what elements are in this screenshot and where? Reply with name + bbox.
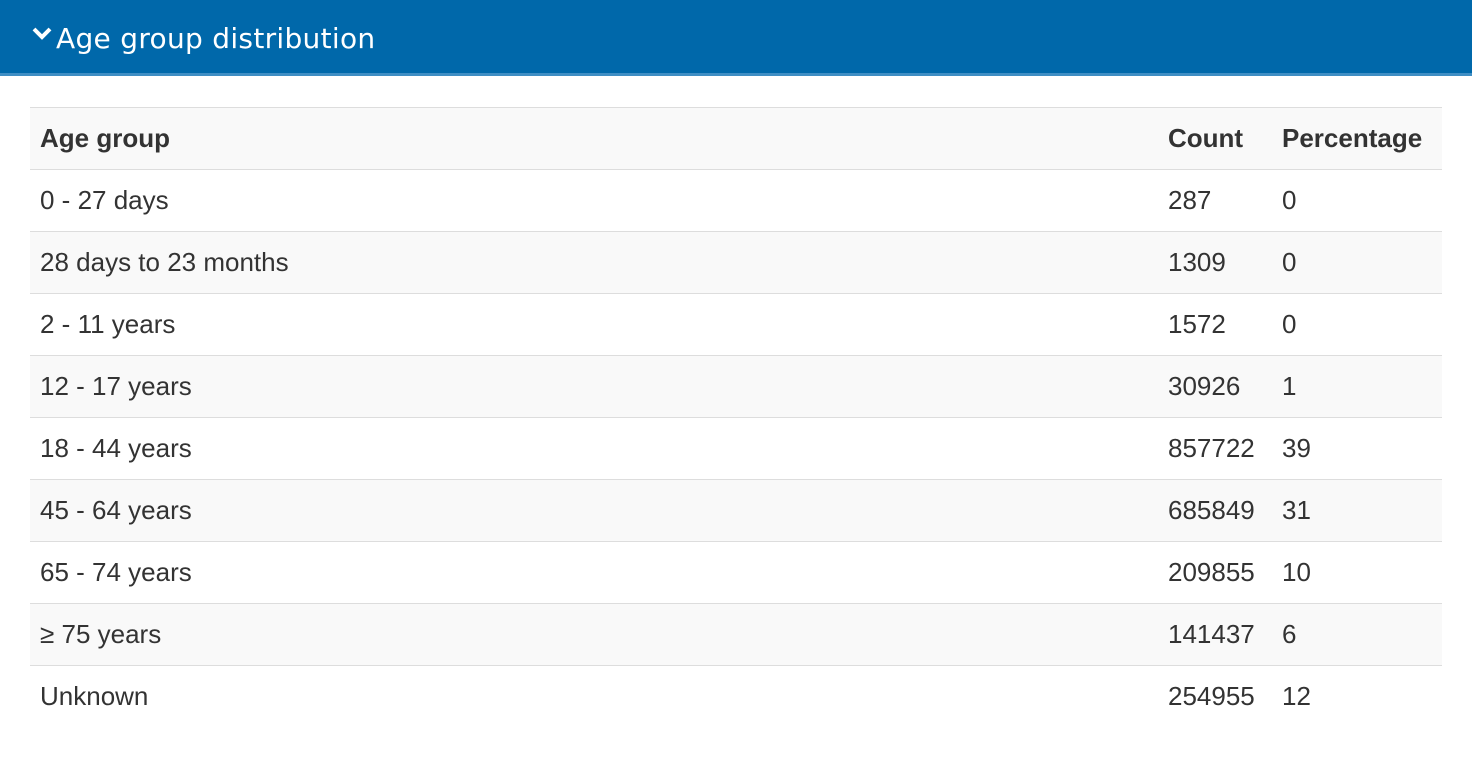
table-body: 0 - 27 days 287 0 28 days to 23 months 1309 0… xyxy=(30,169,1442,727)
table-row: 12 - 17 years 30926 1 xyxy=(30,355,1442,418)
table-cell: 254955 xyxy=(1158,665,1272,727)
table-cell: 18 - 44 years xyxy=(30,417,1158,480)
panel-header[interactable]: Age group distribution xyxy=(0,0,1472,76)
table-cell: 685849 xyxy=(1158,479,1272,542)
table-cell: 0 xyxy=(1272,169,1442,232)
table-cell: 1 xyxy=(1272,355,1442,418)
table-cell: 209855 xyxy=(1158,541,1272,604)
table-cell: 287 xyxy=(1158,169,1272,232)
table-row: ≥ 75 years 141437 6 xyxy=(30,603,1442,666)
table-cell: 28 days to 23 months xyxy=(30,231,1158,294)
table-row: Unknown 254955 12 xyxy=(30,665,1442,727)
table-row: 0 - 27 days 287 0 xyxy=(30,169,1442,232)
table-row: 2 - 11 years 1572 0 xyxy=(30,293,1442,356)
table-cell: 12 xyxy=(1272,665,1442,727)
table-cell: 6 xyxy=(1272,603,1442,666)
column-header: Percentage xyxy=(1272,107,1442,170)
table-cell: 39 xyxy=(1272,417,1442,480)
data-table: Age group Count Percentage 0 - 27 days 287 0… xyxy=(30,107,1442,727)
table-cell: 0 xyxy=(1272,231,1442,294)
table-cell: 2 - 11 years xyxy=(30,293,1158,356)
table-cell: 141437 xyxy=(1158,603,1272,666)
table-row: 65 - 74 years 209855 10 xyxy=(30,541,1442,604)
table-row: 45 - 64 years 685849 31 xyxy=(30,479,1442,542)
table-row: 18 - 44 years 857722 39 xyxy=(30,417,1442,480)
table-cell: 10 xyxy=(1272,541,1442,604)
table-cell: 0 - 27 days xyxy=(30,169,1158,232)
table-head: Age group Count Percentage xyxy=(30,107,1442,170)
table-cell: 45 - 64 years xyxy=(30,479,1158,542)
table-cell: 1572 xyxy=(1158,293,1272,356)
table-cell: ≥ 75 years xyxy=(30,603,1158,666)
table-cell: 857722 xyxy=(1158,417,1272,480)
table-cell: 0 xyxy=(1272,293,1442,356)
table-cell: 31 xyxy=(1272,479,1442,542)
table-cell: Unknown xyxy=(30,665,1158,727)
table-cell: 12 - 17 years xyxy=(30,355,1158,418)
column-header: Age group xyxy=(30,107,1158,170)
header-row: Age group Count Percentage xyxy=(30,107,1442,170)
panel-title[interactable]: Age group distribution xyxy=(56,22,376,55)
table-cell: 30926 xyxy=(1158,355,1272,418)
table-cell: 1309 xyxy=(1158,231,1272,294)
column-header: Count xyxy=(1158,107,1272,170)
chevron-icon[interactable] xyxy=(32,27,52,41)
table-row: 28 days to 23 months 1309 0 xyxy=(30,231,1442,294)
table-cell: 65 - 74 years xyxy=(30,541,1158,604)
